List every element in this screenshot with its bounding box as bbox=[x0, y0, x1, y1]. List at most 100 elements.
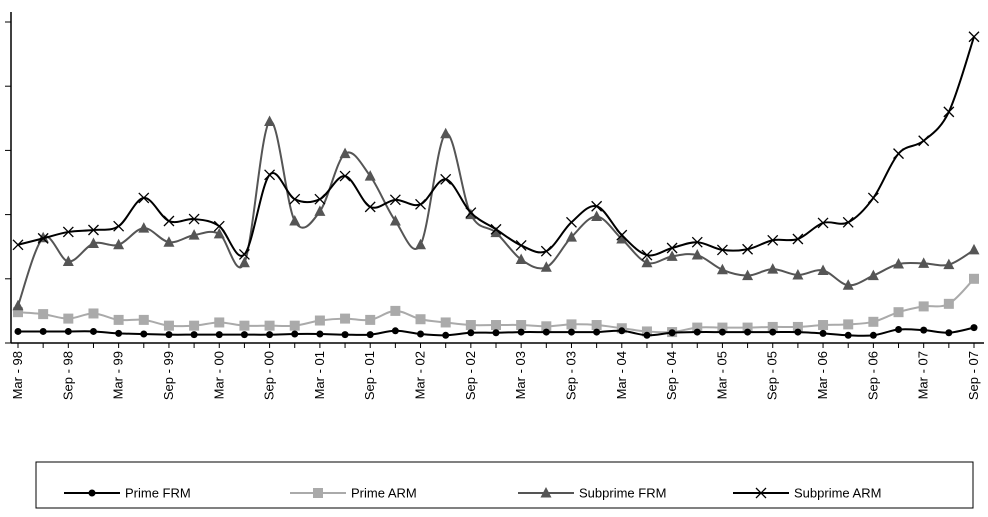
subprime-frm-point bbox=[666, 250, 678, 261]
subprime-arm-point bbox=[415, 198, 426, 210]
prime-frm-point bbox=[341, 331, 349, 339]
y-axis-ticks bbox=[5, 21, 11, 344]
subprime-frm-point bbox=[616, 232, 628, 244]
prime-arm-point bbox=[415, 314, 426, 325]
subprime-frm-point bbox=[163, 236, 175, 247]
prime-arm-point bbox=[113, 314, 124, 325]
subprime-frm-point bbox=[918, 257, 930, 268]
subprime-arm-point bbox=[616, 229, 628, 241]
subprime-arm-point bbox=[12, 239, 24, 251]
x-tick-label: Sep - 05 bbox=[765, 351, 780, 400]
prime-frm-point bbox=[215, 331, 223, 339]
prime-frm-point bbox=[64, 327, 72, 335]
series-prime-arm bbox=[13, 273, 979, 338]
legend-marker bbox=[313, 488, 323, 498]
subprime-arm-point bbox=[163, 215, 175, 227]
subprime-arm-point bbox=[339, 170, 351, 182]
subprime-frm-point bbox=[867, 269, 879, 281]
x-tick-label: Sep - 03 bbox=[563, 351, 578, 400]
prime-frm-point bbox=[467, 329, 475, 337]
prime-frm-point bbox=[140, 330, 148, 338]
prime-frm-point bbox=[442, 331, 450, 339]
subprime-frm-point bbox=[641, 256, 653, 268]
prime-arm-point bbox=[969, 273, 979, 284]
legend-item-subprime-arm: Subprime ARM bbox=[733, 486, 881, 501]
subprime-frm-point bbox=[817, 264, 829, 275]
subprime-arm-point bbox=[490, 223, 502, 235]
prime-arm-point bbox=[541, 321, 552, 332]
x-tick-label: Mar - 03 bbox=[513, 351, 528, 399]
prime-frm-point bbox=[970, 324, 978, 332]
prime-arm-point bbox=[63, 313, 74, 324]
subprime-frm-point bbox=[12, 299, 24, 311]
subprime-frm-point bbox=[943, 258, 955, 270]
prime-arm-point bbox=[314, 315, 325, 326]
subprime-arm-point bbox=[691, 236, 703, 248]
subprime-frm-point bbox=[691, 249, 703, 260]
series-subprime-frm bbox=[12, 115, 980, 311]
subprime-frm-point bbox=[515, 253, 527, 265]
subprime-frm-point bbox=[113, 238, 125, 250]
prime-arm-point bbox=[767, 321, 778, 332]
series-subprime-arm bbox=[12, 31, 980, 261]
subprime-arm-point bbox=[238, 248, 250, 260]
plot-area: Mar - 98 Sep - 98 Mar - 99 Sep - 99 Mar - 00… bbox=[5, 12, 984, 400]
subprime-arm-point bbox=[918, 135, 930, 147]
subprime-arm-point bbox=[943, 106, 955, 118]
x-tick-label: Mar - 01 bbox=[312, 351, 327, 399]
prime-frm-point bbox=[266, 331, 274, 339]
prime-frm-point bbox=[618, 327, 626, 335]
legend-label: Prime ARM bbox=[351, 486, 417, 501]
prime-frm-point bbox=[492, 329, 500, 337]
subprime-frm-point bbox=[62, 255, 74, 266]
prime-arm-point bbox=[591, 320, 602, 331]
subprime-arm-point bbox=[817, 217, 829, 229]
subprime-frm-point bbox=[767, 263, 779, 274]
subprime-frm-point bbox=[264, 115, 276, 127]
x-tick-label: Sep - 01 bbox=[362, 351, 377, 400]
legend-marker bbox=[755, 487, 767, 499]
subprime-frm-point bbox=[289, 215, 301, 226]
subprime-arm-point bbox=[314, 193, 326, 205]
subprime-arm-point bbox=[138, 192, 150, 204]
subprime-arm-point bbox=[540, 245, 552, 257]
subprime-arm-point bbox=[792, 233, 804, 245]
prime-arm-point bbox=[214, 317, 225, 328]
x-tick-label: Sep - 04 bbox=[664, 351, 679, 400]
prime-frm-point bbox=[794, 328, 802, 336]
prime-frm-point bbox=[417, 330, 425, 338]
x-tick-label: Mar - 02 bbox=[413, 351, 428, 399]
prime-frm-point bbox=[895, 326, 903, 334]
prime-frm-point bbox=[517, 328, 525, 336]
series-layer bbox=[12, 31, 980, 339]
legend-item-subprime-frm: Subprime FRM bbox=[518, 486, 666, 501]
subprime-arm-point bbox=[716, 244, 728, 256]
subprime-frm-point bbox=[415, 238, 427, 250]
subprime-frm-point bbox=[565, 231, 577, 242]
prime-arm-point bbox=[88, 308, 99, 319]
x-tick-label: Mar - 05 bbox=[714, 351, 729, 399]
prime-arm-point bbox=[843, 319, 854, 330]
prime-frm-point bbox=[567, 328, 575, 336]
subprime-arm-point bbox=[465, 207, 477, 219]
subprime-arm-point bbox=[389, 194, 401, 206]
prime-arm-point bbox=[340, 313, 351, 324]
x-tick-label: Mar - 06 bbox=[815, 351, 830, 399]
prime-arm-point bbox=[465, 320, 476, 331]
prime-frm-point bbox=[14, 327, 22, 335]
subprime-arm-point bbox=[742, 243, 754, 255]
prime-frm-point bbox=[693, 328, 701, 336]
prime-arm-point bbox=[566, 319, 577, 330]
subprime-frm-point bbox=[314, 205, 326, 216]
prime-frm-point bbox=[718, 328, 726, 336]
prime-frm-point bbox=[366, 331, 374, 339]
subprime-frm-point bbox=[213, 227, 225, 239]
subprime-frm-line bbox=[17, 120, 975, 307]
legend: Prime FRM Prime ARM Subprime FRM Subprime A… bbox=[35, 461, 974, 509]
subprime-arm-point bbox=[591, 200, 603, 212]
x-tick-label: Sep - 99 bbox=[161, 351, 176, 400]
subprime-arm-line bbox=[17, 36, 975, 257]
prime-frm-point bbox=[240, 331, 248, 339]
legend-label: Subprime FRM bbox=[579, 486, 666, 501]
